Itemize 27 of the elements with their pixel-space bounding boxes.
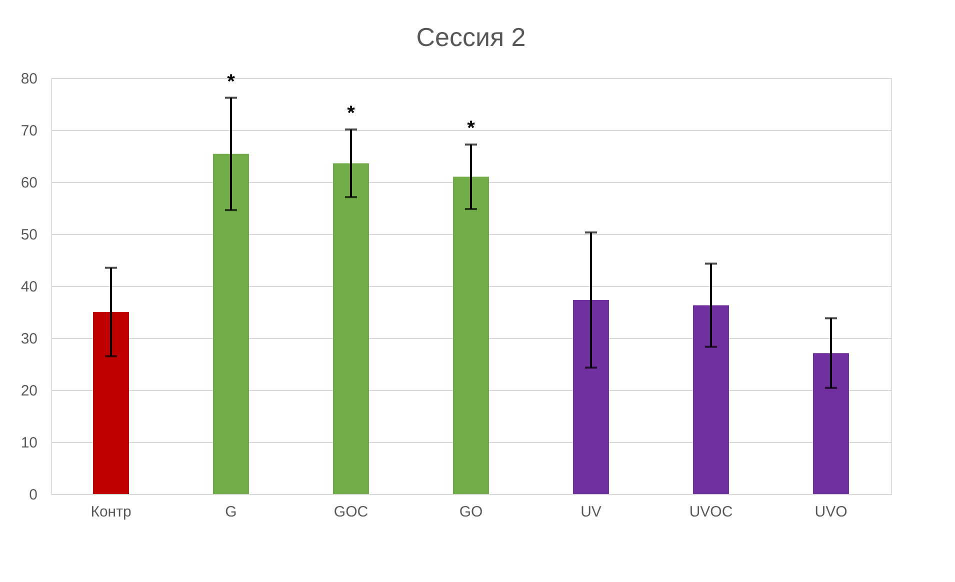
y-tick-label: 30 [20,330,38,348]
bar [813,353,849,494]
bar [453,176,489,494]
y-tick-label: 20 [20,382,38,400]
x-tick-label: UVOC [689,504,733,520]
x-tick-label: UVO [814,504,848,520]
x-tick-label: UV [580,504,602,520]
x-tick-label: GO [459,504,483,520]
y-tick-label: 60 [20,174,38,192]
bar [693,305,729,494]
y-tick-label: 0 [29,486,38,504]
bar [573,300,609,494]
x-tick-label: G [225,504,237,520]
y-tick-label: 70 [20,122,38,140]
y-tick-label: 40 [20,278,38,296]
x-tick-label: Контр [90,504,132,520]
bar [333,163,369,494]
data-label: * [227,70,236,93]
y-tick-label: 50 [20,226,38,244]
data-label: * [347,102,356,124]
x-tick-label: GOC [334,504,368,520]
bar [93,312,129,494]
data-label: * [467,118,476,140]
bar [213,154,249,494]
chart-title: Сессия 2 [416,22,526,52]
y-tick-label: 80 [20,70,38,88]
y-tick-label: 10 [20,434,38,452]
